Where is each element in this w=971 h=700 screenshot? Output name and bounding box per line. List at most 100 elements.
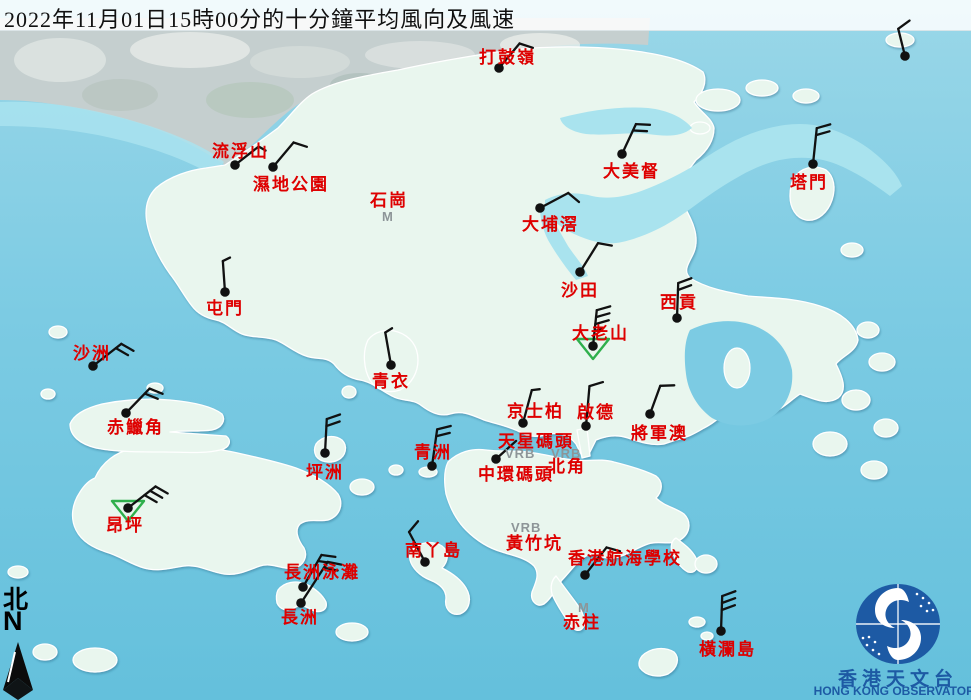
station-label: 濕地公園 (253, 175, 329, 194)
station-label: 昂坪 (106, 516, 144, 535)
wind-barb (575, 305, 612, 361)
wind-barb (88, 342, 135, 371)
station-label: 長洲 (281, 608, 319, 627)
wind-barb (808, 123, 832, 169)
station-label: 沙洲 (73, 344, 111, 363)
station-dot (535, 203, 545, 213)
station-label: 大老山 (572, 324, 629, 343)
station-label: 石崗 (370, 191, 408, 210)
wind-barb (268, 141, 309, 172)
station-label: 北角 (548, 457, 586, 476)
wind-barb (518, 388, 541, 428)
station-label: 將軍澳 (631, 424, 688, 443)
station-dot (645, 409, 655, 419)
station-dot (588, 341, 598, 351)
station-label: 打鼓嶺 (479, 48, 536, 67)
station-note: M (382, 209, 394, 224)
wind-barb (121, 387, 164, 418)
inland-waters (540, 107, 902, 426)
wind-barb (230, 145, 267, 170)
station-label: 香港航海學校 (568, 549, 682, 568)
station-dot (220, 287, 230, 297)
station-label: 橫瀾島 (699, 640, 756, 659)
triangle-marker (110, 499, 146, 523)
station-label: 青洲 (414, 443, 452, 462)
deep-bay-shallows (0, 101, 224, 176)
station-dot (427, 461, 437, 471)
hko-logo-icon (856, 584, 940, 664)
wind-barb (672, 277, 693, 323)
station-label: 京士柏 (507, 402, 564, 421)
station-label: 天星碼頭 (498, 432, 574, 451)
wind-barb (298, 553, 337, 592)
wind-barb (897, 19, 911, 61)
wind-barb (581, 380, 605, 431)
station-note: VRB (551, 446, 582, 461)
station-note: VRB (505, 446, 536, 461)
station-label: 大美督 (603, 162, 660, 181)
station-label: 大埔滘 (522, 215, 579, 234)
land-masses (7, 32, 915, 677)
station-label: 赤柱 (563, 613, 601, 632)
station-dot (88, 361, 98, 371)
wind-barb (491, 439, 518, 464)
station-dot (491, 454, 501, 464)
station-label: 坪洲 (306, 463, 344, 482)
station-label: 西貢 (660, 293, 698, 312)
compass-north-zh: 北 (3, 587, 29, 614)
wind-barb (220, 256, 232, 297)
wind-barb (427, 424, 452, 471)
wind-barb (575, 242, 613, 277)
station-dot (320, 448, 330, 458)
station-label: 塔門 (790, 173, 828, 192)
title-bar: 2022年11月01日15時00分的十分鐘平均風向及風速 (0, 0, 971, 32)
station-dot (386, 360, 396, 370)
station-dot (581, 421, 591, 431)
station-dot (617, 149, 627, 159)
station-dot (268, 162, 278, 172)
north-arrow-icon (3, 642, 33, 700)
station-label: 黃竹坑 (506, 534, 563, 553)
station-note: M (578, 600, 590, 615)
station-label: 南丫島 (405, 541, 462, 560)
hko-logo: 香港天文台 HONG KONG OBSERVATORY (814, 580, 971, 700)
station-label: 屯門 (206, 299, 244, 318)
wind-barb (645, 384, 676, 419)
hko-logo-name-en: HONG KONG OBSERVATORY (813, 684, 971, 698)
wind-barb (617, 122, 652, 159)
station-label: 長洲泳灘 (284, 563, 360, 582)
station-dot (716, 626, 726, 636)
wind-barb (320, 413, 342, 458)
station-dot (575, 267, 585, 277)
station-label: 青衣 (372, 372, 410, 391)
station-label: 中環碼頭 (478, 465, 554, 484)
station-note: VRB (511, 520, 542, 535)
station-label: 啟德 (577, 403, 615, 422)
station-dot (494, 63, 504, 73)
station-label: 沙田 (561, 281, 599, 300)
station-dot (518, 418, 528, 428)
wind-barb (110, 485, 169, 523)
station-dot (298, 582, 308, 592)
station-dot (123, 503, 133, 513)
wind-barb (580, 546, 622, 580)
hko-logo-name-zh: 香港天文台 (837, 669, 958, 690)
wind-barb (535, 191, 581, 213)
station-label: 流浮山 (212, 142, 269, 161)
station-dot (900, 51, 910, 61)
station-dot (121, 408, 131, 418)
station-dot (230, 160, 240, 170)
station-dot (580, 570, 590, 580)
compass-north-en: N (3, 606, 23, 636)
station-dot (808, 159, 818, 169)
map-title: 2022年11月01日15時00分的十分鐘平均風向及風速 (4, 7, 516, 32)
station-dot (296, 598, 306, 608)
station-dot (420, 557, 430, 567)
station-dot (672, 313, 682, 323)
wind-barb (384, 327, 396, 370)
wind-barb (716, 590, 737, 636)
wind-barb (407, 520, 430, 567)
